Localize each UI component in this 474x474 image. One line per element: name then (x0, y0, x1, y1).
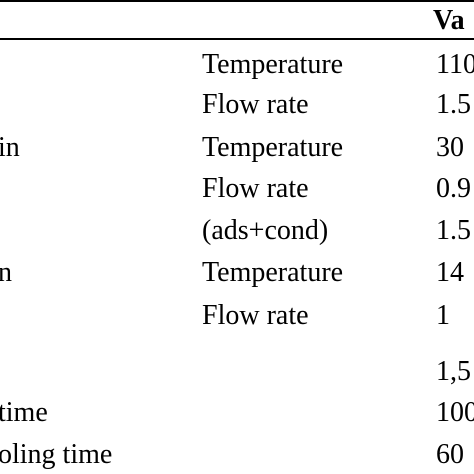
row-5-value: 1.5 (436, 215, 471, 246)
header-rule (0, 38, 474, 40)
row-9-value: 100 (436, 397, 474, 428)
row-1-value: 110 (436, 49, 474, 80)
value-column-header: Va (433, 5, 465, 36)
row-4-value: 0.9 (436, 173, 471, 204)
row-7-value: 1 (436, 300, 450, 331)
row-6-value: 14 (436, 257, 464, 288)
row-2-param: Flow rate (202, 89, 309, 120)
row-2-value: 1.5 (436, 89, 471, 120)
row-3-label: in (0, 132, 20, 163)
row-4-param: Flow rate (202, 173, 309, 204)
row-3-param: Temperature (202, 132, 344, 163)
row-1-param: Temperature (202, 49, 344, 80)
row-10-label: oling time (0, 439, 113, 470)
row-8-value: 1,5 (436, 356, 471, 387)
row-9-label: time (0, 397, 48, 428)
table-top-rule (0, 0, 474, 2)
row-6-param: Temperature (202, 257, 344, 288)
row-5-param: (ads+cond) (202, 215, 329, 246)
row-7-param: Flow rate (202, 300, 309, 331)
row-3-value: 30 (436, 132, 464, 163)
row-6-label: n (0, 257, 12, 288)
row-10-value: 60 (436, 439, 464, 470)
